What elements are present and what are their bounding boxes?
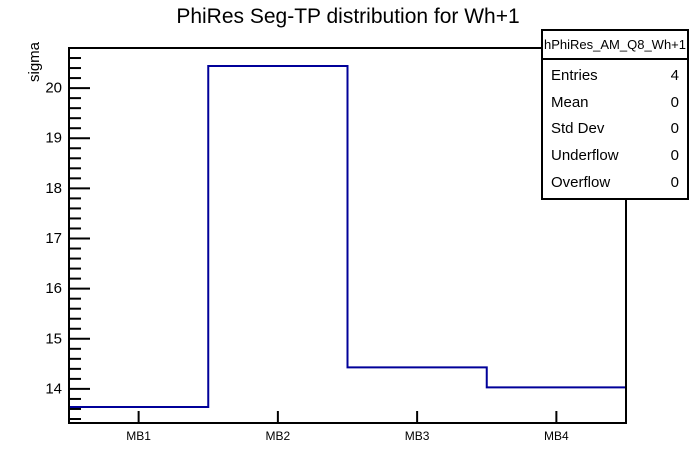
stats-label: Mean	[551, 93, 589, 111]
stats-row: Entries 4	[543, 62, 687, 89]
stats-label: Overflow	[551, 174, 611, 192]
y-tick-label: 14	[45, 380, 62, 397]
y-tick-label: 16	[45, 280, 62, 297]
x-tick-label: MB2	[266, 429, 291, 443]
stats-box-title: hPhiRes_AM_Q8_Wh+1	[543, 31, 687, 60]
stats-row: Overflow 0	[543, 169, 687, 196]
stats-label: Underflow	[551, 147, 619, 165]
stats-value: 0	[670, 174, 679, 192]
chart-title: PhiRes Seg-TP distribution for Wh+1	[176, 5, 520, 28]
x-tick-label: MB3	[405, 429, 430, 443]
y-tick-label: 19	[45, 130, 62, 147]
plot-frame	[68, 47, 627, 424]
stats-label: Std Dev	[551, 120, 605, 138]
stats-box: hPhiRes_AM_Q8_Wh+1 Entries 4 Mean 0 Std …	[541, 29, 689, 200]
stats-rows: Entries 4 Mean 0 Std Dev 0 Underflow 0 O…	[543, 60, 687, 198]
y-tick-label: 15	[45, 330, 62, 347]
stats-value: 0	[670, 147, 679, 165]
stats-row: Underflow 0	[543, 142, 687, 169]
y-tick-label: 18	[45, 180, 62, 197]
stats-label: Entries	[551, 66, 598, 84]
stats-value: 0	[670, 93, 679, 111]
y-tick-label: 17	[45, 230, 62, 247]
stats-value: 0	[670, 120, 679, 138]
stats-value: 4	[670, 66, 679, 84]
x-tick-label: MB4	[544, 429, 569, 443]
y-tick-label: 20	[45, 80, 62, 97]
stats-row: Mean 0	[543, 89, 687, 116]
histogram-line	[69, 65, 626, 408]
stats-row: Std Dev 0	[543, 116, 687, 143]
x-tick-label: MB1	[126, 429, 151, 443]
